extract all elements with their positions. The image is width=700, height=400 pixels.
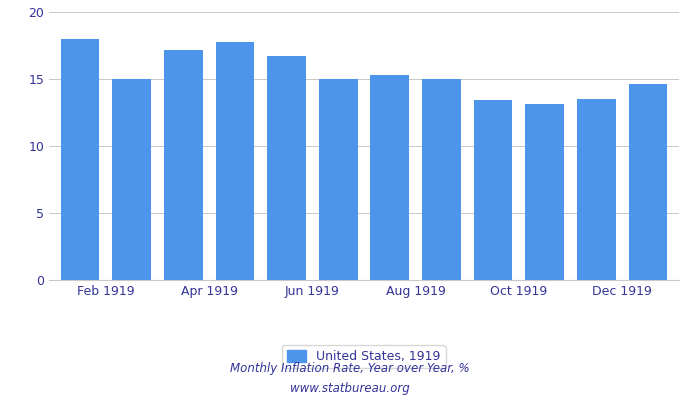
Text: www.statbureau.org: www.statbureau.org: [290, 382, 410, 395]
Text: Monthly Inflation Rate, Year over Year, %: Monthly Inflation Rate, Year over Year, …: [230, 362, 470, 375]
Bar: [422, 80, 461, 280]
Bar: [370, 75, 410, 280]
Bar: [629, 84, 667, 280]
Bar: [164, 50, 202, 280]
Bar: [267, 56, 306, 280]
Bar: [318, 79, 358, 280]
Bar: [61, 39, 99, 280]
Bar: [474, 100, 512, 280]
Bar: [216, 42, 254, 280]
Legend: United States, 1919: United States, 1919: [282, 345, 446, 368]
Bar: [526, 104, 564, 280]
Bar: [577, 99, 616, 280]
Bar: [112, 80, 151, 280]
